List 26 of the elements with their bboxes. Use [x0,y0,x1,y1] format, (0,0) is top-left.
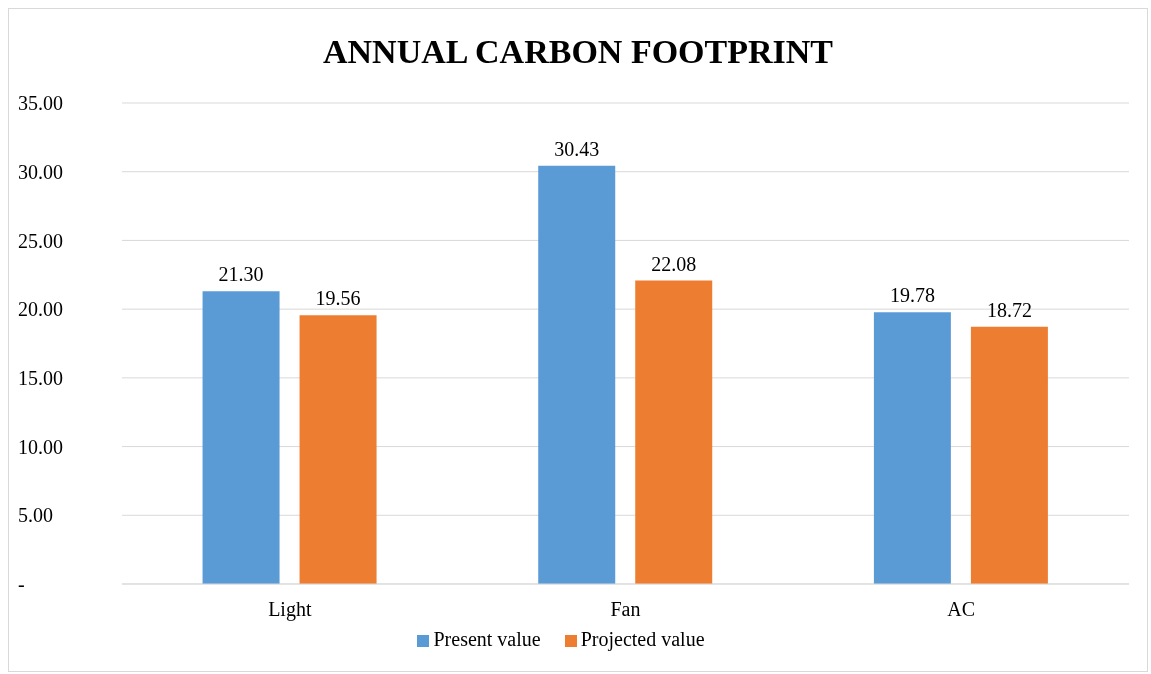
y-tick-label: 5.00 [18,504,53,527]
bar [635,280,713,584]
bar [970,326,1048,584]
y-tick-label: 20.00 [18,298,63,321]
y-tick-label: - [18,573,25,596]
y-tick-label: 35.00 [18,92,63,115]
data-label: 22.08 [651,252,697,275]
data-label: 30.43 [554,137,600,160]
data-label: 21.30 [218,263,264,286]
data-label: 19.78 [889,284,935,307]
y-tick-label: 30.00 [18,160,63,183]
chart-title: ANNUAL CARBON FOOTPRINT [321,32,834,71]
x-tick-label: Fan [610,598,641,621]
bar [202,291,280,584]
bar [873,312,951,584]
y-tick-label: 10.00 [18,435,63,458]
legend-label: Present value [433,628,541,650]
legend-label: Projected value [580,628,705,650]
bar [538,165,616,584]
x-tick-label: AC [947,598,976,621]
bar [299,315,377,584]
data-label: 19.56 [315,287,361,310]
y-tick-label: 15.00 [18,366,63,389]
data-label: 18.72 [986,298,1032,321]
x-tick-label: Light [268,598,312,622]
y-tick-label: 25.00 [18,229,63,252]
